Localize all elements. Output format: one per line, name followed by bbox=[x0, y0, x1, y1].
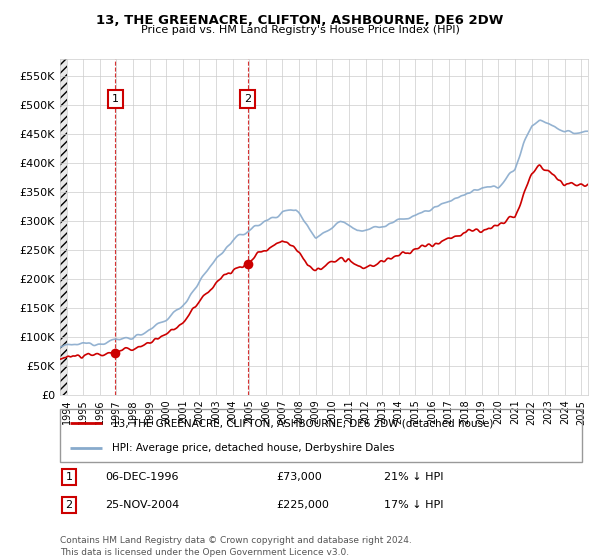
Text: £73,000: £73,000 bbox=[276, 472, 322, 482]
Text: 17% ↓ HPI: 17% ↓ HPI bbox=[384, 500, 443, 510]
Text: 2: 2 bbox=[244, 94, 251, 104]
Text: 1: 1 bbox=[65, 472, 73, 482]
Text: 1: 1 bbox=[112, 94, 119, 104]
Text: £225,000: £225,000 bbox=[276, 500, 329, 510]
Text: 21% ↓ HPI: 21% ↓ HPI bbox=[384, 472, 443, 482]
Text: 13, THE GREENACRE, CLIFTON, ASHBOURNE, DE6 2DW (detached house): 13, THE GREENACRE, CLIFTON, ASHBOURNE, D… bbox=[112, 418, 494, 428]
Text: 25-NOV-2004: 25-NOV-2004 bbox=[105, 500, 179, 510]
Text: 13, THE GREENACRE, CLIFTON, ASHBOURNE, DE6 2DW: 13, THE GREENACRE, CLIFTON, ASHBOURNE, D… bbox=[97, 14, 503, 27]
Text: 06-DEC-1996: 06-DEC-1996 bbox=[105, 472, 179, 482]
Text: Contains HM Land Registry data © Crown copyright and database right 2024.
This d: Contains HM Land Registry data © Crown c… bbox=[60, 536, 412, 557]
Text: HPI: Average price, detached house, Derbyshire Dales: HPI: Average price, detached house, Derb… bbox=[112, 442, 395, 452]
Text: 2: 2 bbox=[65, 500, 73, 510]
Text: Price paid vs. HM Land Registry's House Price Index (HPI): Price paid vs. HM Land Registry's House … bbox=[140, 25, 460, 35]
